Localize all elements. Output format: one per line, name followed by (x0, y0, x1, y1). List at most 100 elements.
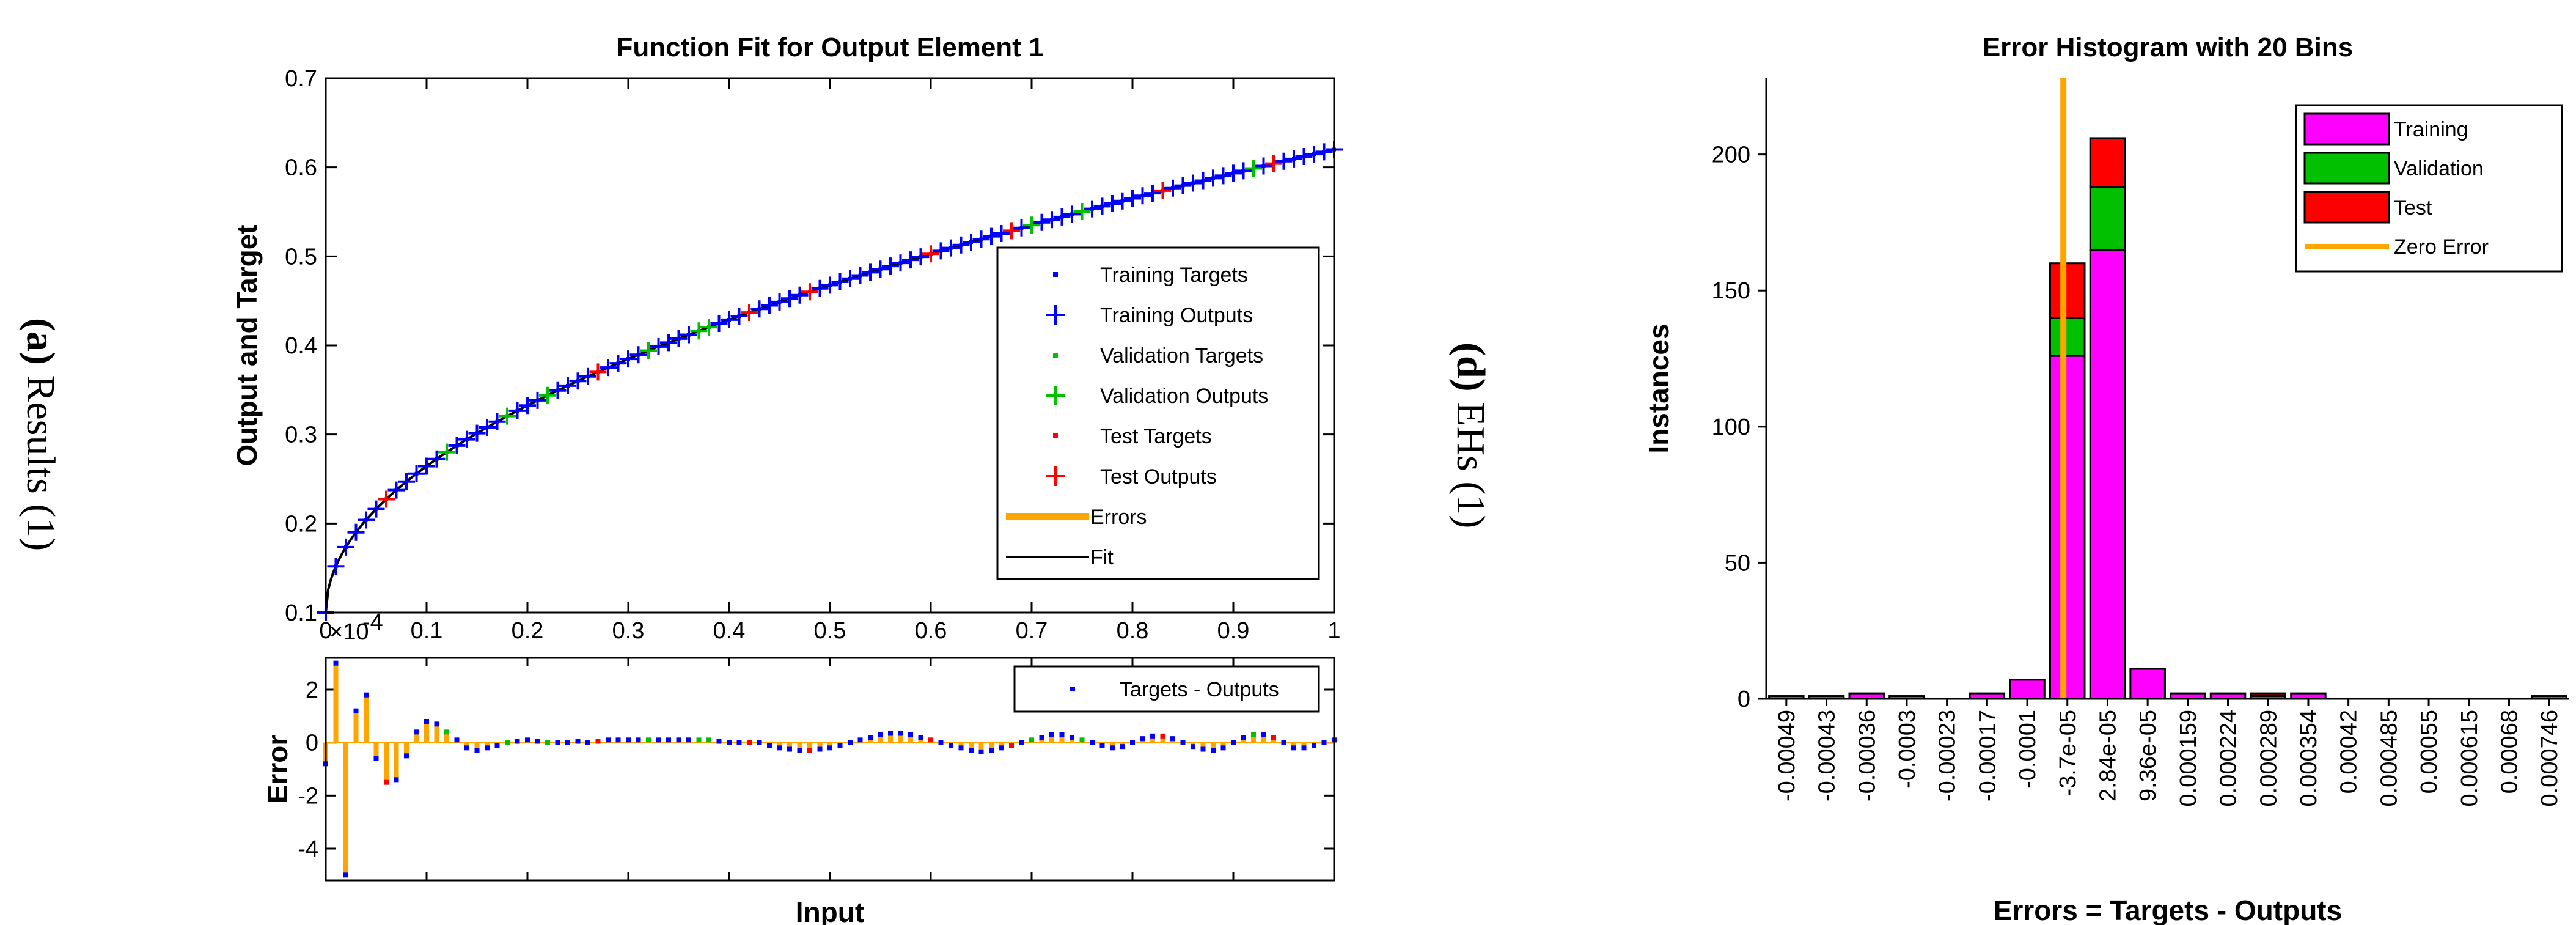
training-target-marker (1211, 176, 1215, 180)
error-point-marker (595, 739, 601, 744)
error-point-marker (938, 740, 944, 745)
fit-x-tick-label: 0.7 (1016, 618, 1048, 644)
error-point-marker (1170, 736, 1175, 742)
histogram-y-tick-label: 50 (1725, 550, 1750, 576)
error-point-marker (394, 777, 399, 783)
training-target-marker (334, 564, 338, 569)
training-target-marker (889, 264, 892, 268)
histogram-bar-test (2250, 692, 2287, 698)
training-target-marker (1312, 152, 1316, 157)
error-point-marker (747, 740, 752, 745)
error-point-marker (636, 737, 641, 743)
training-target-marker (788, 297, 791, 301)
error-point-marker (989, 748, 994, 753)
fit-plot-frame (325, 77, 1335, 614)
histogram-bar-training (2049, 355, 2086, 700)
legend-zero-error-label: Zero Error (2394, 235, 2489, 259)
error-point-marker (515, 739, 520, 744)
error-legend-box (1013, 665, 1320, 713)
test-target-marker (929, 252, 933, 256)
training-target-marker (1050, 218, 1054, 222)
training-target-marker (687, 333, 691, 337)
histogram-x-tick-label: 0.00055 (2416, 710, 2442, 794)
training-target-marker (727, 317, 731, 322)
legend-test-outputs-label: Test Outputs (1100, 465, 1217, 488)
error-point-marker (646, 737, 651, 743)
error-point-marker (444, 729, 449, 735)
legend-test-targets-marker (1053, 433, 1058, 438)
error-point-marker (1140, 736, 1145, 742)
test-target-marker (384, 497, 388, 501)
training-target-marker (949, 246, 953, 250)
error-point-marker (706, 737, 711, 743)
histogram-x-tick-label: -0.00017 (1975, 710, 2000, 802)
validation-target-marker (505, 414, 509, 418)
error-exponent-power: -4 (362, 610, 383, 635)
validation-target-marker (1030, 223, 1033, 227)
training-target-marker (1292, 157, 1296, 161)
training-target-marker (566, 383, 570, 388)
panel-label-d: (d) EHs (1) (1448, 342, 1493, 529)
histogram-y-tick-label: 150 (1712, 278, 1750, 304)
error-point-marker (878, 732, 883, 737)
histogram-bar-validation (2089, 186, 2126, 251)
legend-training-targets-marker (1053, 272, 1058, 277)
training-target-marker (1120, 199, 1125, 203)
legend-training-label: Training (2394, 118, 2468, 141)
legend-test-label: Test (2394, 196, 2432, 219)
legend-validation-targets-label: Validation Targets (1100, 344, 1263, 367)
error-point-marker (1099, 743, 1105, 748)
error-point-marker (827, 745, 832, 751)
histogram-x-axis-label: Errors = Targets - Outputs (1994, 894, 2342, 925)
training-target-marker (576, 379, 580, 383)
validation-target-marker (647, 348, 650, 353)
error-point-marker (1211, 748, 1216, 753)
fit-y-tick-label: 0.6 (285, 155, 317, 181)
training-target-marker (939, 249, 943, 253)
training-target-marker (485, 426, 489, 430)
training-target-marker (495, 419, 499, 424)
error-exponent-base: ×10 (329, 619, 369, 645)
error-point-marker (1039, 735, 1044, 740)
error-point-marker (928, 737, 933, 743)
error-point-marker (1231, 740, 1236, 745)
error-legend-marker (1070, 687, 1075, 691)
error-point-marker (716, 739, 722, 744)
error-point-marker (434, 721, 439, 727)
fit-chart-title: Function Fit for Output Element 1 (616, 32, 1043, 62)
error-point-marker (474, 748, 480, 753)
histogram-bar-validation (2049, 317, 2086, 357)
legend-validation-swatch (2303, 152, 2390, 185)
error-point-marker (464, 745, 469, 751)
error-point-marker (686, 737, 691, 743)
error-point-marker (565, 740, 570, 745)
histogram-x-tick-label: 2.84e-05 (2095, 710, 2121, 802)
error-point-marker (1301, 745, 1307, 751)
training-target-marker (1100, 204, 1104, 208)
legend-test-outputs-marker (1046, 466, 1065, 486)
training-target-marker (1191, 181, 1195, 185)
error-point-marker (1191, 744, 1195, 750)
validation-target-marker (445, 450, 449, 454)
legend-training-outputs-marker (1046, 305, 1065, 325)
test-target-marker (1272, 161, 1275, 166)
training-target-marker (1110, 202, 1114, 206)
training-target-marker (435, 457, 439, 461)
training-target-marker (838, 280, 842, 284)
histogram-x-tick-label: 0.000485 (2376, 710, 2402, 807)
error-point-marker (333, 660, 339, 666)
error-point-marker (898, 731, 903, 736)
training-target-marker (768, 303, 771, 308)
histogram-x-tick-label: -0.00043 (1815, 710, 1840, 802)
training-target-marker (526, 404, 529, 408)
error-point-marker (505, 740, 510, 745)
error-point-marker (545, 740, 550, 745)
error-point-marker (949, 743, 953, 748)
histogram-x-tick-label: -0.00036 (1854, 710, 1880, 802)
histogram-x-tick-label: -0.0001 (2015, 710, 2041, 789)
training-target-marker (616, 361, 620, 366)
error-point-marker (1200, 746, 1206, 752)
test-target-marker (808, 290, 812, 294)
error-point-marker (666, 737, 671, 743)
histogram-bar-test (2049, 262, 2086, 319)
